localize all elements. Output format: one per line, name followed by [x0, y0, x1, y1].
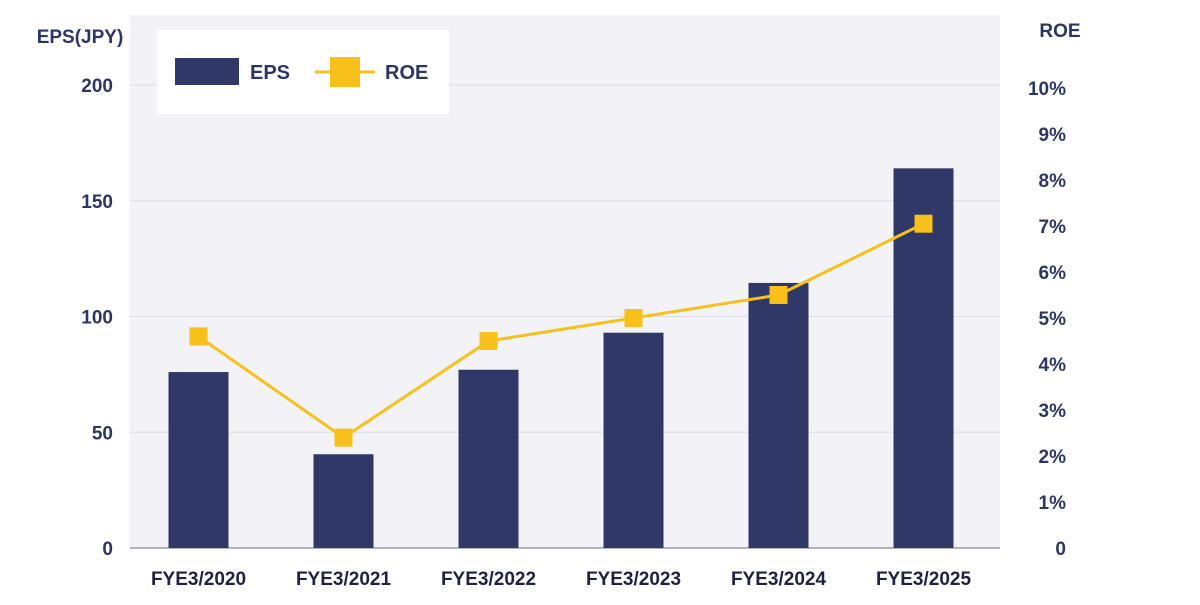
roe-line-path: [197, 222, 925, 440]
x-tick-label: FYE3/2020: [151, 569, 246, 590]
legend-roe-marker: [330, 57, 360, 87]
legend: EPS ROE: [157, 30, 449, 114]
right-y-tick-label: 4%: [1039, 355, 1067, 376]
roe-point: [189, 327, 208, 346]
x-tick-label: FYE3/2021: [296, 569, 391, 590]
left-y-tick-label: 0: [102, 539, 113, 560]
roe-point: [769, 286, 788, 304]
right-y-tick-label: 9%: [1039, 125, 1067, 146]
right-axis-title: ROE: [1039, 21, 1080, 42]
right-y-tick-label: 0: [1055, 539, 1066, 560]
roe-line: [189, 214, 933, 447]
right-y-tick-label: 10%: [1028, 79, 1066, 100]
x-tick-label: FYE3/2025: [876, 569, 971, 590]
right-y-tick-label: 1%: [1039, 493, 1067, 514]
x-tick-label: FYE3/2024: [731, 569, 826, 590]
right-y-tick-label: 8%: [1039, 171, 1067, 192]
x-axis-ticks: FYE3/2020 FYE3/2021 FYE3/2022 FYE3/2023 FYE3…: [151, 569, 971, 590]
right-y-tick-label: 2%: [1039, 447, 1067, 468]
legend-roe-label: ROE: [385, 62, 428, 84]
eps-bars: [168, 168, 954, 548]
roe-point: [624, 309, 643, 327]
eps-bar: [603, 332, 664, 548]
eps-bar: [168, 372, 229, 548]
roe-point: [914, 214, 933, 233]
roe-point: [334, 428, 353, 447]
eps-bar: [458, 369, 519, 548]
roe-point: [479, 332, 498, 350]
left-y-axis-ticks: 0 50 100 150 200: [81, 76, 113, 560]
legend-eps-swatch: [175, 58, 239, 85]
right-y-axis-ticks: 0 1% 2% 3% 4% 5% 6% 7% 8% 9% 10%: [1028, 79, 1066, 560]
left-y-tick-label: 50: [92, 423, 113, 444]
legend-eps-label: EPS: [250, 62, 290, 84]
left-y-tick-label: 150: [81, 192, 113, 213]
left-y-tick-label: 100: [81, 308, 113, 329]
right-y-tick-label: 7%: [1039, 217, 1067, 238]
gridlines: [130, 84, 1000, 549]
eps-bar: [748, 282, 809, 548]
left-y-tick-label: 200: [81, 76, 113, 97]
right-y-tick-label: 6%: [1039, 263, 1067, 284]
x-tick-label: FYE3/2023: [586, 569, 681, 590]
x-tick-label: FYE3/2022: [441, 569, 536, 590]
right-y-tick-label: 5%: [1039, 309, 1067, 330]
right-y-tick-label: 3%: [1039, 401, 1067, 422]
eps-bar: [313, 454, 374, 548]
left-axis-title: EPS(JPY): [37, 27, 124, 48]
